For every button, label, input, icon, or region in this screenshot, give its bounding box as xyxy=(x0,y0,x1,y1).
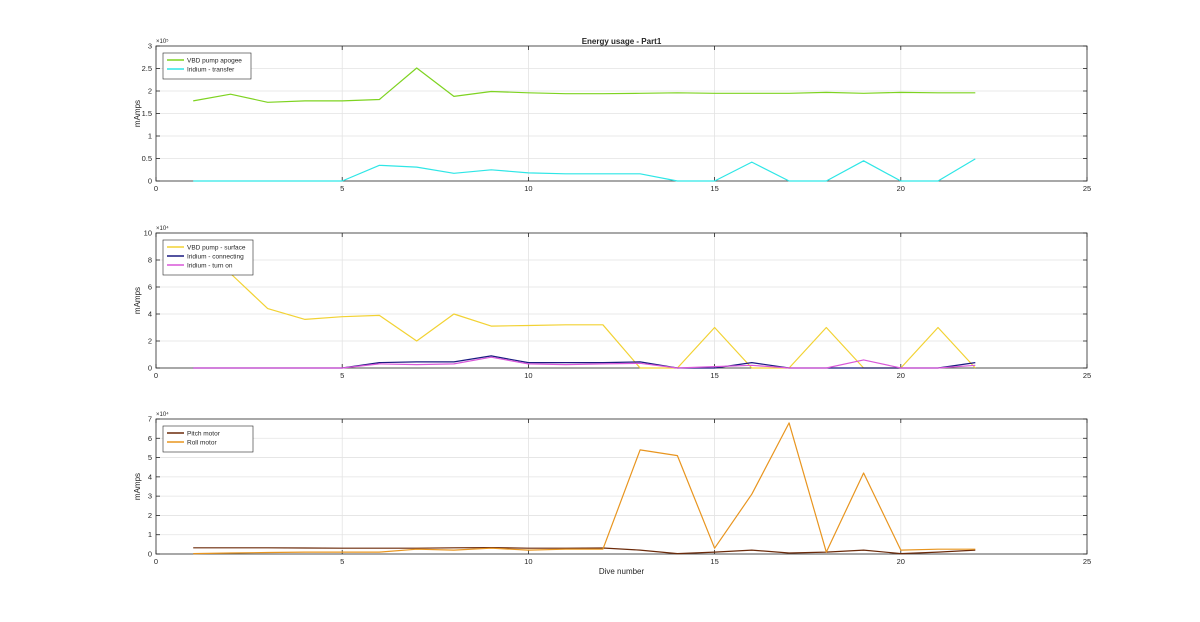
series-line-1 xyxy=(193,67,976,103)
y-exponent-label: ×10⁵ xyxy=(156,38,169,45)
y-tick-label: 1 xyxy=(148,530,152,539)
y-tick-label: 3 xyxy=(148,492,152,501)
y-tick-label: 6 xyxy=(148,434,152,443)
x-tick-label: 0 xyxy=(154,184,158,193)
y-tick-label: 2.5 xyxy=(142,64,152,73)
y-tick-label: 10 xyxy=(144,229,152,238)
x-tick-label: 15 xyxy=(710,184,718,193)
x-axis-label: Dive number xyxy=(599,567,645,576)
y-tick-label: 0 xyxy=(148,177,152,186)
x-tick-label: 25 xyxy=(1083,557,1091,566)
y-axis-label: mAmps xyxy=(133,287,142,314)
legend-entry: Pitch motor xyxy=(187,430,221,437)
y-tick-label: 0 xyxy=(148,550,152,559)
legend-entry: VBD pump - surface xyxy=(187,244,246,251)
y-tick-label: 1.5 xyxy=(142,109,152,118)
y-tick-label: 5 xyxy=(148,453,152,462)
legend-box xyxy=(162,52,252,80)
legend-entry: Iridium - transfer xyxy=(187,66,235,73)
x-tick-label: 10 xyxy=(524,557,532,566)
x-tick-label: 10 xyxy=(524,184,532,193)
x-tick-label: 0 xyxy=(154,371,158,380)
y-exponent-label: ×10⁴ xyxy=(156,225,169,232)
legend-entry: Iridium - turn on xyxy=(187,262,233,269)
y-tick-label: 7 xyxy=(148,415,152,424)
x-tick-label: 20 xyxy=(897,184,905,193)
subplot-1: 0 5 10 15 20 25 0 0.5 1 1.5 2 2.5 3 ×10⁵ mAmps Energy u… xyxy=(133,37,1091,193)
chart-title: Energy usage - Part1 xyxy=(582,37,662,46)
series-line-1 xyxy=(192,246,976,369)
subplot-2: 0 5 10 15 20 25 0 2 4 6 8 10 ×10⁴ mAmps VBD pump - sur… xyxy=(133,225,1091,380)
x-tick-label: 15 xyxy=(710,371,718,380)
series-line-2 xyxy=(193,158,976,182)
legend-box xyxy=(162,239,254,276)
x-tick-label: 5 xyxy=(340,371,344,380)
x-tick-label: 25 xyxy=(1083,371,1091,380)
x-tick-label: 5 xyxy=(340,184,344,193)
legend-box xyxy=(162,425,254,453)
series-line-2 xyxy=(193,422,976,555)
y-tick-label: 3 xyxy=(148,42,152,51)
series-line-1 xyxy=(193,546,976,555)
y-tick-label: 2 xyxy=(148,87,152,96)
x-tick-label: 10 xyxy=(524,371,532,380)
x-tick-label: 5 xyxy=(340,557,344,566)
legend-entry: Iridium - connecting xyxy=(187,253,244,260)
legend-entry: Roll motor xyxy=(187,439,217,446)
y-tick-label: 2 xyxy=(148,511,152,520)
x-tick-label: 20 xyxy=(897,557,905,566)
axes-box xyxy=(155,232,1088,369)
subplot-3: 0 5 10 15 20 25 0 1 2 3 4 5 6 7 ×10⁴ mAmps Dive number Pi… xyxy=(133,411,1091,576)
y-tick-label: 4 xyxy=(148,472,152,481)
legend-entry: VBD pump apogee xyxy=(187,57,242,64)
y-exponent-label: ×10⁴ xyxy=(156,411,169,418)
x-tick-label: 20 xyxy=(897,371,905,380)
y-tick-label: 4 xyxy=(148,310,152,319)
y-tick-label: 0 xyxy=(148,364,152,373)
x-tick-label: 25 xyxy=(1083,184,1091,193)
y-tick-label: 2 xyxy=(148,337,152,346)
y-tick-label: 0.5 xyxy=(142,154,152,163)
series-line-3 xyxy=(193,356,976,369)
y-axis-label: mAmps xyxy=(133,473,142,500)
y-tick-label: 8 xyxy=(148,256,152,265)
y-tick-label: 6 xyxy=(148,283,152,292)
axes-box xyxy=(155,418,1088,555)
x-tick-label: 15 xyxy=(710,557,718,566)
y-axis-label: mAmps xyxy=(133,100,142,127)
x-tick-label: 0 xyxy=(154,557,158,566)
y-tick-label: 1 xyxy=(148,132,152,141)
